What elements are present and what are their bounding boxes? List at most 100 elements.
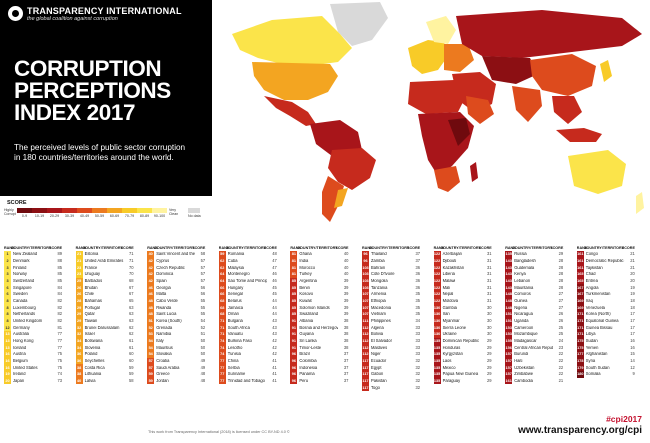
rank-column: RANK COUNTRY/TERRITORY SCORE 122 Azerbaijan 3… [433, 243, 502, 385]
ti-logo-icon [8, 6, 23, 21]
table-row: 77 China 41 [218, 357, 287, 365]
table-row: 148 Nigeria 27 [505, 304, 573, 312]
rank-column: RANK COUNTRY/TERRITORY SCORE 161 Congo 21 161 D… [576, 243, 645, 378]
score-cell: 29 [487, 357, 492, 363]
country-cell: El Salvador [371, 338, 392, 343]
country-cell: Madagascar [514, 338, 537, 343]
score-cell: 39 [343, 291, 349, 297]
table-row: 26 Chile 67 [75, 291, 144, 298]
rank-cell: 48 [147, 311, 155, 318]
score-cell: 62 [129, 331, 134, 337]
score-cell: 50 [200, 344, 206, 350]
table-row: 36 Seychelles 60 [75, 357, 144, 365]
website-link[interactable]: www.transparency.org/cpi [518, 425, 642, 436]
score-cell: 37 [343, 364, 349, 370]
rank-cell: 178 [576, 357, 584, 365]
table-row: 29 Portugal 63 [75, 304, 144, 312]
legend-swatch [107, 208, 122, 213]
table-row: 96 Indonesia 37 [290, 364, 358, 372]
rank-cell: 16 [4, 357, 11, 365]
table-row: 96 Brazil 37 [290, 351, 358, 358]
score-cell: 51 [200, 331, 206, 337]
score-cell: 35 [415, 291, 420, 297]
table-row: 117 Pakistan 32 [362, 377, 430, 385]
legend-band-label: 70-79 [124, 214, 135, 218]
rank-cell: 16 [4, 364, 11, 372]
country-cell: Peru [299, 379, 309, 383]
table-row: 8 Luxembourg 82 [4, 304, 72, 312]
rank-cell: 96 [362, 251, 369, 258]
country-cell: Cambodia [514, 379, 533, 383]
ti-logo[interactable]: TRANSPARENCY INTERNATIONAL the global co… [8, 6, 182, 23]
country-cell: Ireland [13, 372, 26, 377]
country-cell: Croatia [156, 358, 170, 363]
rank-cell: 112 [362, 337, 369, 345]
table-row: 96 Thailand 37 [362, 251, 430, 258]
rank-cell: 57 [147, 357, 155, 365]
rank-cell: 155 [505, 337, 513, 345]
table-row: 103 Tanzania 36 [362, 284, 430, 292]
country-cell: Mauritius [156, 345, 173, 350]
rank-cell: 38 [75, 364, 83, 372]
table-row: 153 Cameroon 25 [505, 324, 573, 332]
rank-column: RANK COUNTRY/TERRITORY SCORE 59 Romania 48 62 C… [218, 243, 287, 385]
table-row: 161 Congo 21 [576, 251, 645, 258]
score-cell: 21 [558, 378, 564, 383]
country-cell: Central African Republic [514, 345, 553, 350]
country-cell: Slovakia [156, 352, 172, 357]
region-indonesia [556, 128, 602, 142]
page-title: CORRUPTION PERCEPTIONS INDEX 2017 [14, 57, 210, 124]
country-cell: Germany [13, 325, 30, 330]
country-cell: Namibia [156, 332, 172, 337]
country-cell: Finland [13, 265, 27, 270]
rank-cell: 135 [433, 357, 441, 365]
country-cell: Saint Lucia [156, 312, 177, 317]
score-cell: 77 [57, 331, 62, 337]
rank-cell: 13 [4, 344, 11, 352]
table-row: 46 Malta 56 [147, 291, 215, 298]
score-legend: SCORE Highly Corrupt 0-9 10-19 20-29 30-39 4… [4, 200, 244, 218]
table-row: 143 Guatemala 28 [505, 264, 573, 272]
rank-cell: 130 [433, 324, 441, 332]
rank-cell: 117 [362, 364, 369, 372]
rank-cell: 59 [147, 377, 155, 385]
country-cell: Suriname [227, 372, 246, 377]
score-cell: 33 [415, 331, 420, 337]
table-row: 68 Belarus 44 [218, 297, 287, 305]
score-cell: 75 [57, 351, 62, 357]
rank-cell: 143 [505, 284, 513, 292]
table-row: 64 Montenegro 46 [218, 271, 287, 278]
table-row: 122 Liberia 31 [433, 271, 502, 278]
score-cell: 58 [200, 251, 206, 257]
table-row: 26 Bhutan 67 [75, 284, 144, 292]
country-cell: Sierra Leone [442, 325, 467, 330]
region-eastern-europe [444, 44, 474, 72]
rank-column-header: RANK COUNTRY/TERRITORY SCORE [4, 243, 72, 251]
table-row: 107 Ethiopia 35 [362, 297, 430, 305]
rank-cell: 53 [147, 331, 155, 338]
score-cell: 35 [415, 311, 420, 317]
hashtag[interactable]: #cpi2017 [606, 414, 642, 424]
table-row: 38 Lithuania 59 [75, 371, 144, 378]
rank-cell: 71 [218, 317, 226, 325]
rank-cell: 157 [505, 364, 513, 372]
rank-cell: 161 [576, 257, 584, 265]
region-brazil [328, 148, 376, 190]
rank-column: RANK COUNTRY/TERRITORY SCORE 135 Russia 29 143… [505, 243, 573, 385]
country-cell: Jordan [156, 379, 169, 383]
rank-cell: 74 [218, 344, 226, 352]
score-cell: 16 [630, 337, 635, 343]
country-cell: Poland [84, 352, 98, 357]
rank-cell: 3 [4, 271, 11, 278]
table-row: 111 Philippines 34 [362, 317, 430, 325]
header-rank: RANK [4, 246, 15, 250]
score-cell: 31 [487, 277, 492, 283]
score-cell: 20 [630, 277, 635, 283]
table-row: 42 Dominica 57 [147, 271, 215, 278]
header-rank: RANK [433, 246, 445, 250]
rank-cell: 46 [147, 284, 155, 292]
score-cell: 71 [129, 257, 134, 263]
country-cell: Comoros [514, 292, 531, 297]
country-cell: Cyprus [156, 258, 170, 263]
country-cell: Ghana [299, 252, 312, 257]
